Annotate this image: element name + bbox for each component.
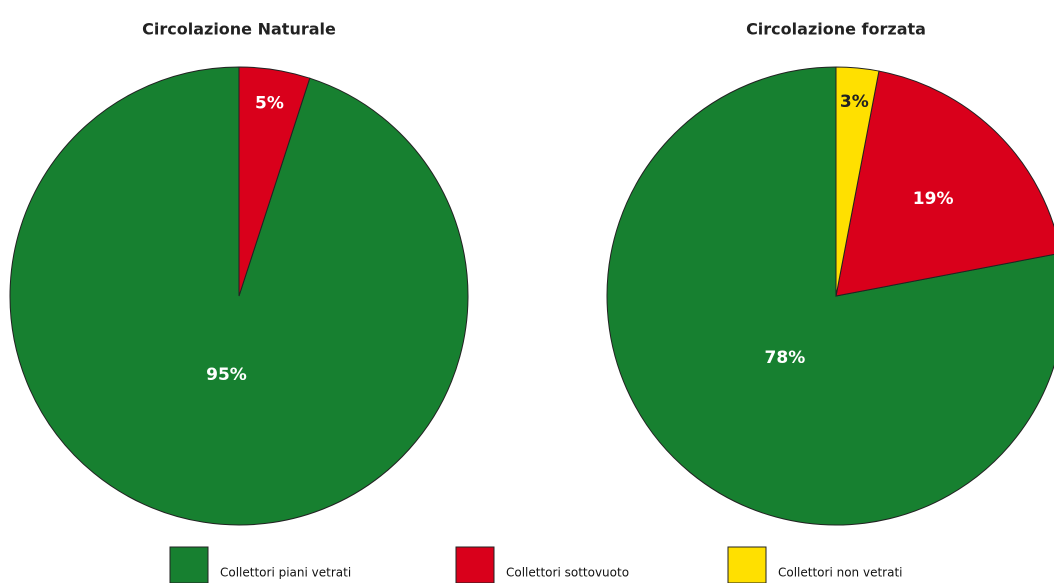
legend-label: Collettori sottovuoto bbox=[506, 566, 629, 580]
chart-title: Circolazione forzata bbox=[746, 20, 926, 39]
data-label: 19% bbox=[913, 189, 954, 209]
pie-slice bbox=[238, 66, 311, 297]
legend-swatch bbox=[169, 546, 209, 583]
legend-label: Collettori piani vetrati bbox=[220, 566, 351, 580]
pie-slice bbox=[606, 66, 1054, 526]
data-label: 5% bbox=[255, 94, 284, 114]
data-label: 95% bbox=[206, 365, 247, 385]
legend-label: Collettori non vetrati bbox=[778, 566, 903, 580]
data-label: 3% bbox=[840, 92, 869, 112]
pie-slice bbox=[835, 66, 880, 297]
chart-title: Circolazione Naturale bbox=[142, 20, 336, 39]
legend-swatch bbox=[455, 546, 495, 583]
legend-swatch bbox=[727, 546, 767, 583]
data-label: 78% bbox=[765, 348, 806, 368]
